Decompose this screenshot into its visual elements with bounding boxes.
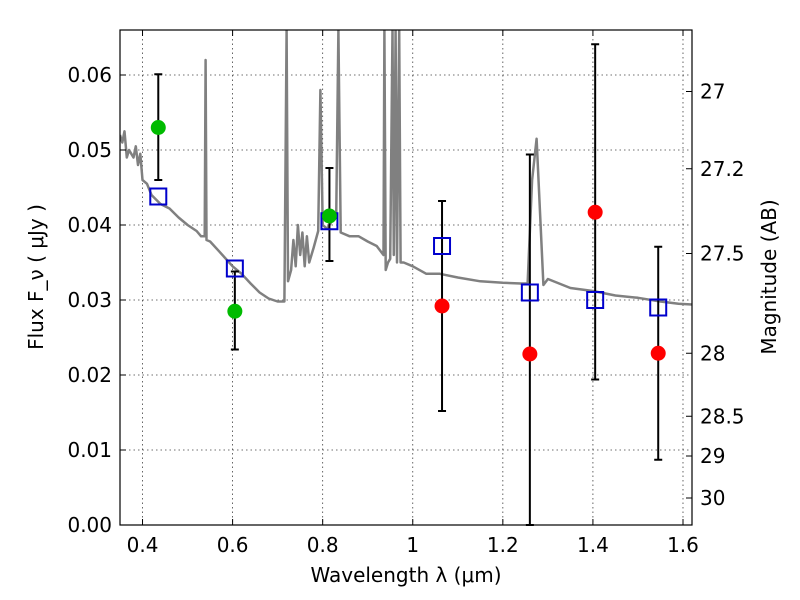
x-tick-label: 0.8 bbox=[307, 533, 339, 557]
observed-point-circle bbox=[321, 208, 337, 224]
y-tick-label: 0.02 bbox=[67, 363, 112, 387]
x-axis-label: Wavelength λ (μm) bbox=[310, 563, 501, 587]
model-point-square bbox=[433, 237, 452, 255]
model-point-square bbox=[586, 291, 605, 309]
observed-point-circle bbox=[227, 303, 243, 319]
x-tick-label: 1.2 bbox=[487, 533, 519, 557]
y-tick-label: 0.04 bbox=[67, 213, 112, 237]
x-tick-label: 0.6 bbox=[217, 533, 249, 557]
right-tick-label: 29 bbox=[700, 444, 725, 468]
right-tick-label: 27 bbox=[700, 80, 725, 104]
observed-point-circle bbox=[434, 298, 450, 314]
right-tick-label: 30 bbox=[700, 486, 725, 510]
model-point-square bbox=[649, 298, 668, 317]
data-markers bbox=[149, 120, 668, 362]
y-tick-label: 0.06 bbox=[67, 63, 112, 87]
axis-ticks: 0.4 0.6 0.8 1 1.2 1.4 1.6 0.00 0.01 0.02 0.03 0.04 0… bbox=[67, 30, 745, 557]
x-tick-label: 1.4 bbox=[577, 533, 609, 557]
plot-frame bbox=[119, 29, 693, 526]
model-spectrum bbox=[120, 30, 692, 306]
y-tick-label: 0.00 bbox=[67, 513, 112, 537]
spectrum-line bbox=[120, 30, 692, 306]
observed-point-circle bbox=[150, 120, 166, 135]
error-bars bbox=[154, 43, 663, 526]
y-tick-label: 0.03 bbox=[67, 288, 112, 312]
y-axis-label: Flux F_ν ( μJy ) bbox=[24, 204, 48, 350]
x-tick-label: 0.4 bbox=[127, 533, 159, 557]
x-tick-label: 1 bbox=[406, 533, 419, 557]
right-axis-label: Magnitude (AB) bbox=[757, 199, 781, 354]
y-tick-label: 0.05 bbox=[67, 138, 112, 162]
y-tick-label: 0.01 bbox=[67, 438, 112, 462]
model-point-square bbox=[520, 283, 539, 302]
right-tick-label: 28 bbox=[700, 341, 725, 365]
model-point-square bbox=[225, 259, 244, 278]
right-tick-label: 27.5 bbox=[700, 242, 745, 266]
observed-point-circle bbox=[650, 345, 666, 361]
observed-point-circle bbox=[522, 346, 538, 362]
right-tick-label: 28.5 bbox=[700, 404, 745, 428]
x-tick-label: 1.6 bbox=[667, 533, 699, 557]
observed-point-circle bbox=[587, 204, 603, 220]
model-point-square bbox=[149, 187, 168, 206]
right-tick-label: 27.2 bbox=[700, 157, 745, 181]
